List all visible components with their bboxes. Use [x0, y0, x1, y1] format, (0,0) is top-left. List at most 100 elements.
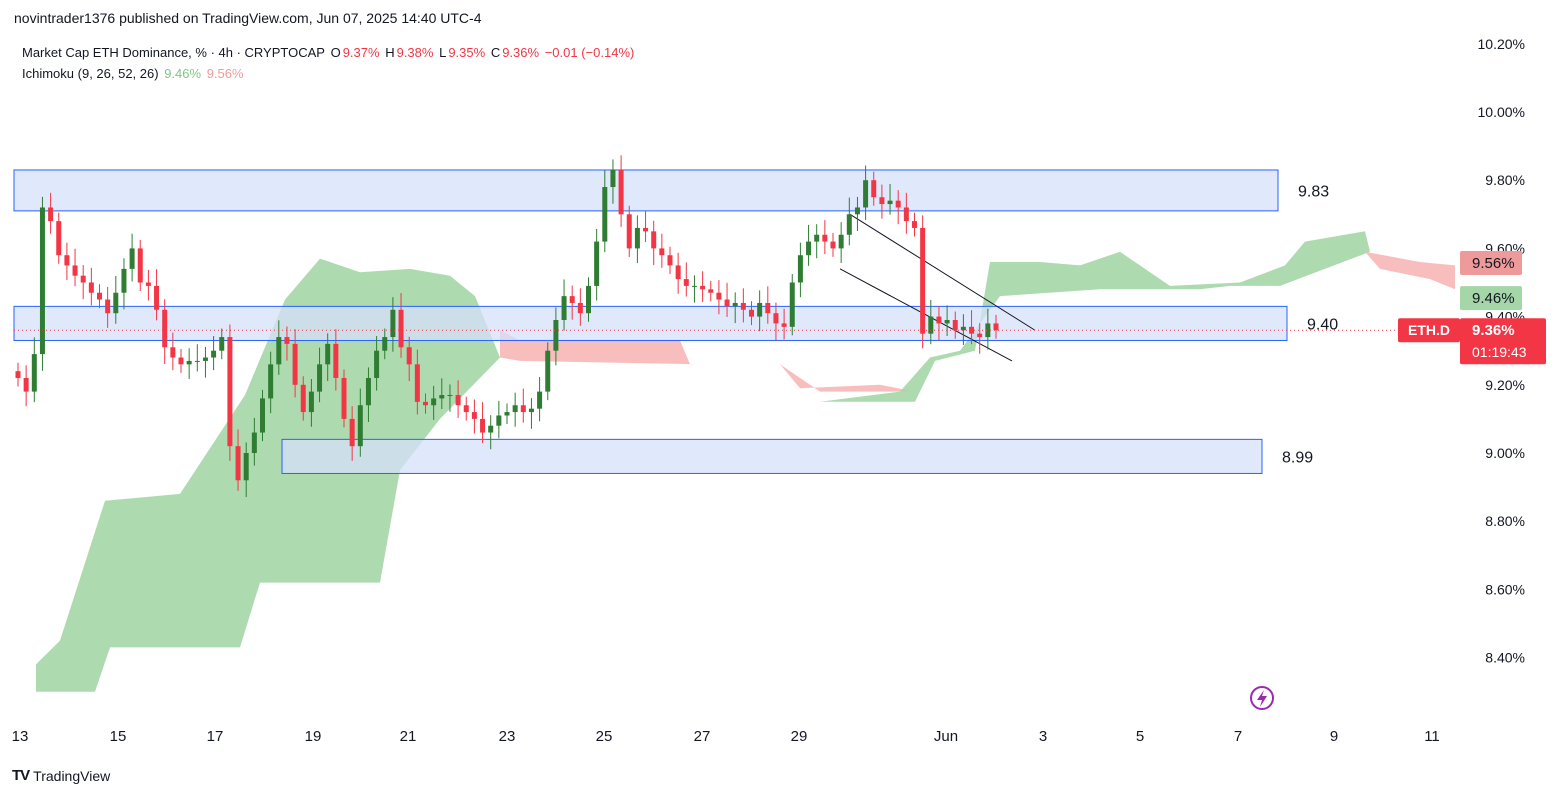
candle-body — [871, 180, 877, 198]
candle-body — [113, 292, 119, 314]
candle-body — [667, 255, 673, 266]
x-tick-label: 19 — [305, 728, 322, 745]
candle-body — [577, 302, 583, 314]
candle-body — [154, 285, 160, 310]
candle-body — [659, 248, 665, 256]
candle-body — [944, 320, 950, 324]
high-value: 9.38% — [396, 45, 434, 60]
y-tick-label: 8.40% — [1485, 650, 1525, 666]
x-tick-label: 15 — [110, 728, 127, 745]
candle-body — [284, 337, 290, 344]
candle-body — [276, 337, 282, 365]
indicator-tag-bg — [1460, 286, 1522, 311]
candle-body — [528, 408, 534, 413]
candle-body — [31, 354, 37, 392]
candle-body — [317, 364, 323, 392]
candle-body — [398, 309, 404, 348]
candle-body — [594, 241, 600, 286]
y-tick-label: 8.60% — [1485, 581, 1525, 597]
candle-body — [382, 337, 388, 351]
candle-body — [80, 275, 86, 283]
candle-body — [537, 391, 543, 409]
candle-body — [186, 360, 192, 365]
candle-body — [618, 169, 624, 215]
candle-body — [423, 401, 428, 406]
candle-body — [488, 425, 494, 433]
candle-body — [740, 302, 746, 310]
candle-body — [757, 302, 763, 317]
close-label: C — [490, 45, 501, 60]
candle-body — [56, 221, 62, 256]
candle-body — [162, 309, 168, 348]
candle-body — [920, 227, 926, 334]
candles — [14, 155, 1455, 497]
candle-body — [952, 320, 958, 331]
candle-body — [390, 309, 396, 338]
x-tick-label: 25 — [596, 728, 613, 745]
x-tick-label: 17 — [207, 728, 224, 745]
channel-lower-line — [839, 268, 1013, 362]
candle-body — [569, 296, 575, 303]
candle-body — [675, 265, 681, 280]
candle-body — [732, 302, 738, 307]
x-tick-label: 21 — [400, 728, 417, 745]
candle-body — [545, 350, 551, 392]
candle-body — [23, 377, 29, 392]
candle-body — [129, 248, 135, 269]
candle-body — [553, 320, 559, 351]
candle-body — [414, 364, 420, 402]
candle-body — [105, 299, 111, 314]
candle-body — [789, 282, 795, 327]
candle-body — [993, 323, 999, 331]
candle-body — [72, 265, 78, 276]
last-price-tag-bg — [1460, 318, 1546, 365]
candle-body — [439, 395, 445, 399]
x-tick-label: 13 — [12, 728, 29, 745]
x-tick-label: 11 — [1424, 728, 1440, 745]
cloud-bear-segment — [1365, 251, 1455, 290]
symbol-title: Market Cap ETH Dominance, % · 4h · CRYPT… — [22, 45, 325, 60]
candle-body — [912, 221, 917, 228]
candle-body — [137, 248, 143, 283]
indicator-tag-bg — [1460, 251, 1522, 276]
candle-body — [561, 296, 567, 321]
candle-body — [895, 200, 901, 208]
candle-body — [634, 227, 640, 249]
x-tick-label: 7 — [1234, 728, 1242, 745]
candle-body — [15, 371, 21, 378]
candle-body — [219, 337, 225, 351]
x-tick-label: 27 — [694, 728, 711, 745]
x-tick-label: 9 — [1330, 728, 1338, 745]
indicator-value-1: 9.46% — [164, 66, 202, 81]
candle-body — [325, 343, 331, 365]
indicator-name: Ichimoku (9, 26, 52, 26) — [22, 66, 159, 81]
candle-body — [463, 405, 469, 413]
last-price-value: 9.36% — [1472, 322, 1515, 339]
candle-body — [447, 395, 453, 397]
low-value: 9.35% — [448, 45, 486, 60]
candle-body — [243, 453, 249, 481]
candle-body — [202, 357, 208, 361]
zone-label-8.99: 8.99 — [1282, 449, 1313, 466]
candle-body — [268, 364, 274, 399]
candle-body — [708, 289, 714, 293]
tradingview-brand[interactable]: TV TradingView — [12, 767, 110, 784]
candle-body — [145, 282, 151, 286]
high-label: H — [385, 45, 395, 60]
candle-body — [251, 432, 257, 453]
candle-body — [903, 207, 909, 222]
candle-body — [610, 169, 616, 188]
candle-body — [333, 343, 339, 378]
candle-body — [602, 187, 608, 242]
candle-body — [374, 350, 380, 378]
candle-body — [969, 326, 975, 334]
candle-body — [846, 214, 852, 235]
indicator-tag-bear: 9.56% — [1472, 255, 1515, 272]
candle-body — [496, 415, 502, 426]
x-tick-label: 5 — [1136, 728, 1144, 745]
candle-body — [349, 418, 355, 447]
candle-body — [773, 313, 779, 324]
candle-body — [520, 405, 526, 413]
candle-body — [960, 326, 966, 331]
